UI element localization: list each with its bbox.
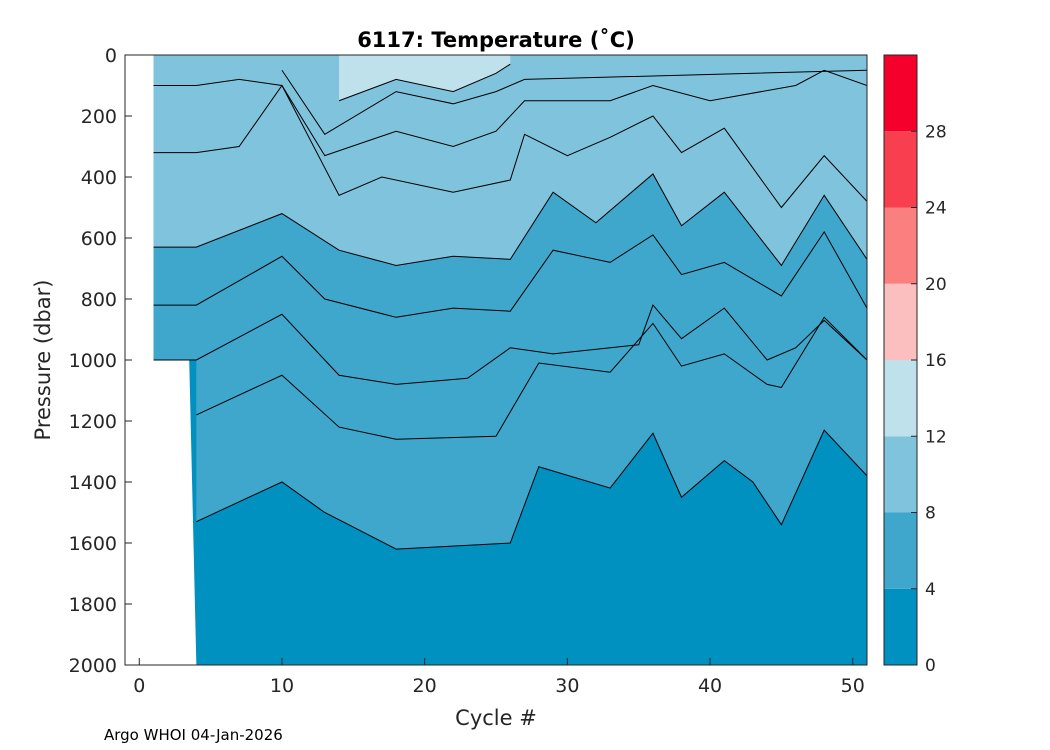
colorbar-tick-label: 28 bbox=[925, 122, 947, 142]
isotherm-11 bbox=[281, 69, 867, 135]
colorbar-level bbox=[884, 283, 917, 360]
y-axis: 0 200 400 600 800 1000 1200 1400 1600 1800 2000 bbox=[69, 45, 132, 677]
y-tick-label: 400 bbox=[81, 167, 117, 189]
colorbar-level bbox=[884, 360, 917, 437]
colorbar: 0 4 8 12 16 20 24 28 bbox=[883, 54, 947, 676]
colorbar-tick-label: 4 bbox=[925, 580, 936, 600]
y-tick-label: 200 bbox=[81, 106, 117, 128]
colorbar-level bbox=[884, 207, 917, 284]
isotherm-7 bbox=[153, 230, 867, 318]
y-tick-label: 1000 bbox=[69, 350, 117, 372]
colorbar-level bbox=[884, 588, 917, 665]
isotherm-5 bbox=[196, 316, 867, 440]
credit-text: Argo WHOI 04-Jan-2026 bbox=[104, 726, 283, 744]
colorbar-level bbox=[884, 55, 917, 132]
isotherm-10 bbox=[153, 69, 867, 157]
colorbar-tick-label: 8 bbox=[925, 504, 936, 524]
colorbar-tick-label: 16 bbox=[925, 351, 947, 371]
y-tick-label: 0 bbox=[105, 45, 117, 67]
y-tick-label: 1600 bbox=[69, 533, 117, 555]
colorbar-tick-label: 0 bbox=[925, 656, 936, 676]
colorbar-level bbox=[884, 131, 917, 208]
isotherm-6 bbox=[153, 304, 867, 385]
colorbar-level bbox=[884, 436, 917, 513]
x-tick-label: 20 bbox=[413, 675, 437, 697]
y-tick-label: 1800 bbox=[69, 594, 117, 616]
y-axis-label: Pressure (dbar) bbox=[31, 280, 55, 441]
colorbar-tick-label: 20 bbox=[925, 275, 947, 295]
x-tick-label: 50 bbox=[841, 675, 865, 697]
x-tick-label: 0 bbox=[133, 675, 145, 697]
band-above-12 bbox=[339, 55, 511, 101]
isotherm-lines bbox=[153, 63, 867, 550]
y-tick-label: 600 bbox=[81, 228, 117, 250]
y-tick-label: 1400 bbox=[69, 472, 117, 494]
colorbar-tick-label: 12 bbox=[925, 427, 947, 447]
isotherm-9 bbox=[153, 84, 867, 209]
x-axis: 0 10 20 30 40 50 bbox=[133, 658, 865, 697]
chart-title: 6117: Temperature (˚C) bbox=[357, 28, 635, 52]
isotherm-12 bbox=[338, 63, 511, 102]
y-tick-label: 1200 bbox=[69, 411, 117, 433]
x-tick-label: 30 bbox=[555, 675, 579, 697]
x-tick-label: 10 bbox=[270, 675, 294, 697]
colorbar-level bbox=[884, 512, 917, 589]
y-tick-label: 2000 bbox=[69, 655, 117, 677]
x-tick-label: 40 bbox=[698, 675, 722, 697]
isotherm-8 bbox=[153, 173, 867, 267]
y-tick-label: 800 bbox=[81, 289, 117, 311]
contour-bands bbox=[153, 55, 867, 665]
colorbar-tick-label: 24 bbox=[925, 199, 947, 219]
x-axis-label: Cycle # bbox=[455, 706, 537, 730]
isotherm-4 bbox=[196, 429, 867, 550]
